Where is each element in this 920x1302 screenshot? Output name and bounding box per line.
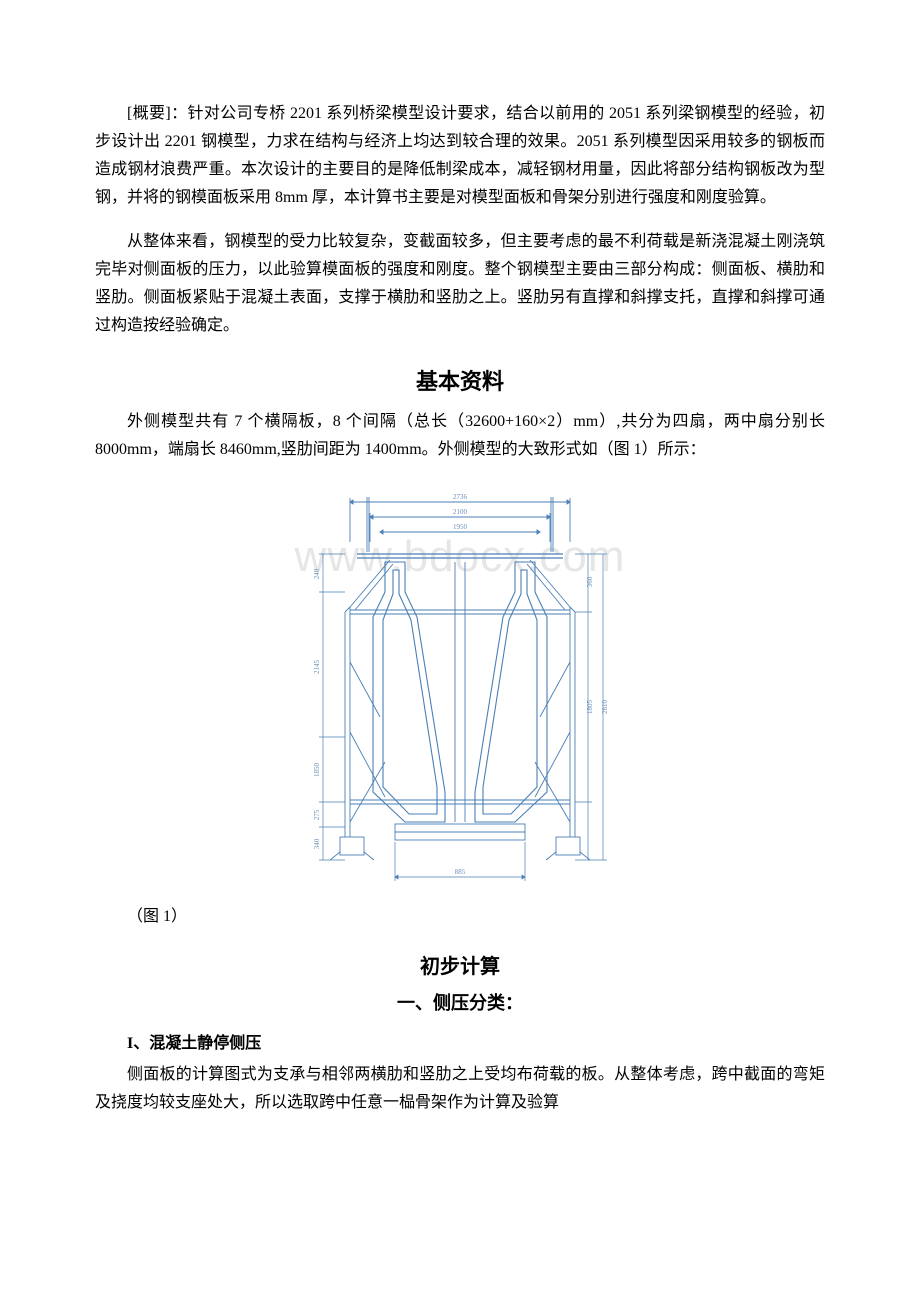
- dim-right-1: 360: [586, 576, 594, 587]
- concrete-static-pressure-heading: I、混凝土静停侧压: [95, 1029, 825, 1053]
- dim-bottom: 885: [455, 868, 466, 876]
- figure-1-diagram: www.bdocx.com 2736 2100: [295, 482, 625, 892]
- side-panel-calc-paragraph: 侧面板的计算图式为支承与相邻两横肋和竖肋之上受均布荷载的板。从整体考虑，跨中截面…: [95, 1061, 825, 1117]
- dim-left-4: 275: [313, 809, 321, 820]
- dim-left-1: 240: [313, 568, 321, 579]
- dim-left-3: 1850: [313, 763, 321, 778]
- diagram-svg: 2736 2100 1950: [295, 482, 625, 892]
- dim-right-3: 2810: [601, 700, 609, 715]
- basic-data-paragraph: 外侧模型共有 7 个横隔板，8 个间隔（总长（32600+160×2）mm）,共…: [95, 408, 825, 464]
- section-basic-data-title: 基本资料: [95, 364, 825, 396]
- figure-1-label: （图 1）: [95, 902, 825, 926]
- dim-top-3: 1950: [453, 523, 468, 531]
- dim-left-5: 340: [313, 838, 321, 849]
- overview-paragraph: 从整体来看，钢模型的受力比较复杂，变截面较多，但主要考虑的最不利荷载是新浇混凝土…: [95, 228, 825, 340]
- summary-paragraph: [概要]：针对公司专桥 2201 系列桥梁模型设计要求，结合以前用的 2051 …: [95, 100, 825, 212]
- dim-top-1: 2736: [453, 493, 468, 501]
- figure-1-container: www.bdocx.com 2736 2100: [95, 482, 825, 892]
- dim-left-2: 2145: [313, 660, 321, 675]
- dim-right-2: 1805: [586, 700, 594, 715]
- dim-top-2: 2100: [453, 508, 468, 516]
- lateral-pressure-classification-heading: 一、侧压分类：: [95, 989, 825, 1015]
- section-preliminary-calc-title: 初步计算: [95, 950, 825, 979]
